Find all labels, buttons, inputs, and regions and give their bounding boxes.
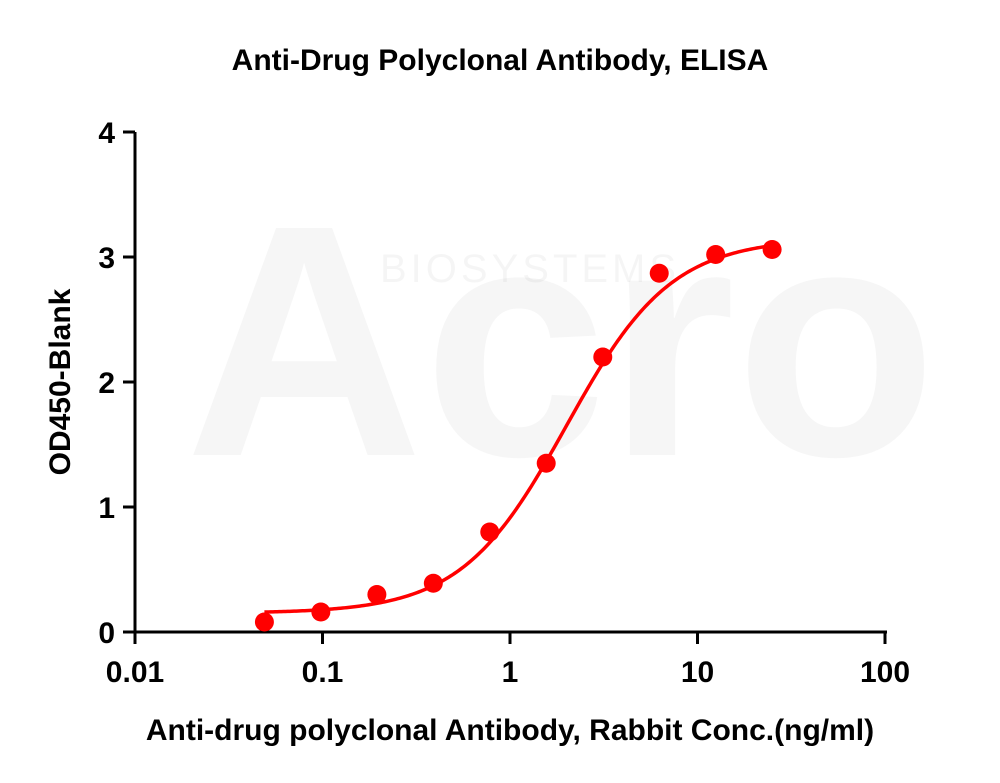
y-axis-label: OD450-Blank [44,288,77,475]
y-tick-label: 1 [98,492,115,525]
x-tick-label: 10 [681,656,714,689]
x-ticks: 0.01 0.1 1 10 100 [106,632,910,689]
watermark: BIOSYSTEMS Acro [185,156,937,525]
y-tick-label: 3 [98,242,115,275]
data-point [706,245,726,264]
data-point [649,263,669,283]
x-tick-label: 100 [860,656,910,689]
x-tick-label: 0.1 [302,656,344,689]
fit-curve [264,243,773,614]
x-tick-label: 1 [502,656,519,689]
chart-title: Anti-Drug Polyclonal Antibody, ELISA [232,44,769,77]
data-point [311,602,331,622]
watermark-main-text: Acro [185,156,937,525]
data-point [254,612,274,632]
x-axis-label: Anti-drug polyclonal Antibody, Rabbit Co… [146,714,874,747]
y-tick-label: 0 [98,617,115,650]
data-point [480,522,500,542]
data-point [423,573,443,593]
data-point [536,453,556,473]
y-tick-label: 2 [98,367,115,400]
y-ticks: 0 1 2 3 4 [98,117,135,650]
y-tick-label: 4 [98,117,115,150]
x-tick-label: 0.01 [106,656,164,689]
data-point [367,585,387,604]
data-point [762,240,782,259]
fit-curve-group [264,243,773,614]
data-point [593,347,613,367]
watermark-sub-text: BIOSYSTEMS [380,247,680,291]
data-points [254,240,782,632]
